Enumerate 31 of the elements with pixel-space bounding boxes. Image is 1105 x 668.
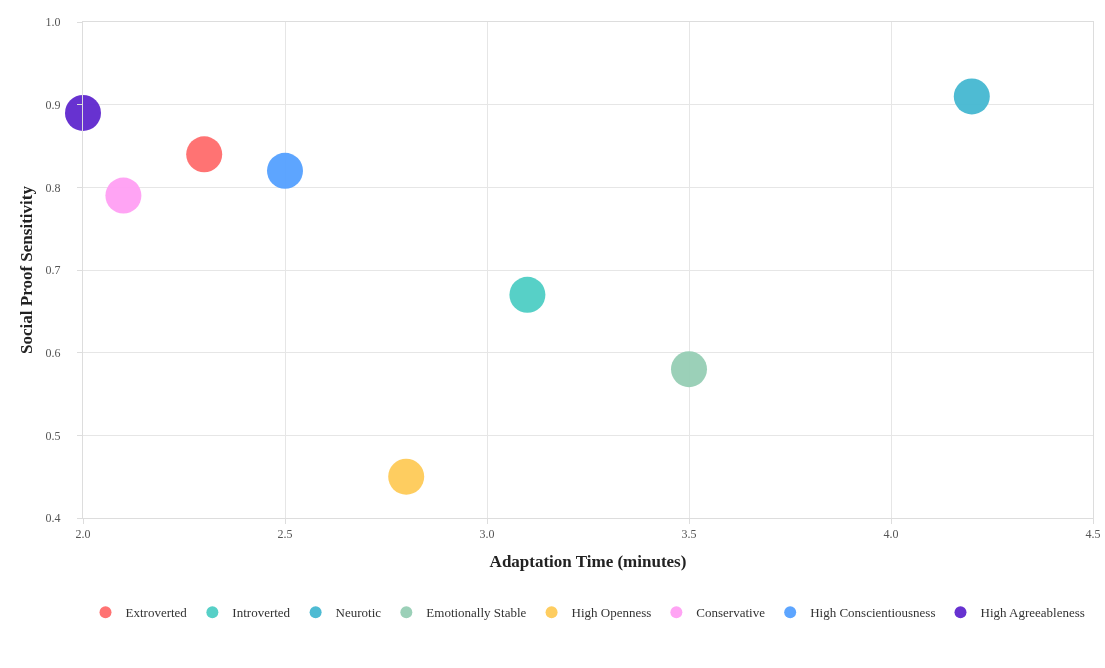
point (388, 458, 425, 495)
legend-label: Emotionally Stable (426, 605, 527, 621)
legend-label: High Openness (571, 605, 652, 621)
point (509, 276, 546, 313)
x-tick-label: 4.0 (883, 527, 899, 542)
legend-label: Neurotic (335, 605, 382, 621)
y-axis-title: Social Proof Sensitivity (17, 185, 37, 354)
x-tick-label: 2.5 (277, 527, 293, 542)
point (65, 94, 101, 131)
x-tick-label: 3.5 (681, 527, 697, 542)
point (953, 78, 990, 115)
legend-label: High Agreeableness (980, 605, 1085, 621)
y-tick-label: 0.4 (45, 511, 61, 526)
legend-label: Conservative (696, 605, 766, 621)
y-tick-label: 0.7 (45, 263, 61, 278)
x-tick-label: 4.5 (1085, 527, 1101, 542)
point (267, 152, 303, 189)
y-tick-label: 1.0 (45, 15, 61, 30)
legend-label: Introverted (232, 605, 291, 621)
y-tick-label: 0.6 (45, 345, 61, 360)
legend-label: Extroverted (125, 605, 188, 621)
x-axis-title: Adaptation Time (minutes) (489, 551, 687, 571)
point (105, 177, 142, 214)
x-tick-label: 3.0 (479, 527, 495, 542)
point (186, 136, 223, 173)
point (671, 351, 707, 388)
x-tick-label: 2.0 (75, 527, 91, 542)
legend-label: High Conscientiousness (810, 605, 936, 621)
y-tick-label: 0.5 (45, 428, 61, 443)
y-tick-label: 0.8 (45, 180, 61, 195)
y-tick-label: 0.9 (45, 97, 61, 112)
